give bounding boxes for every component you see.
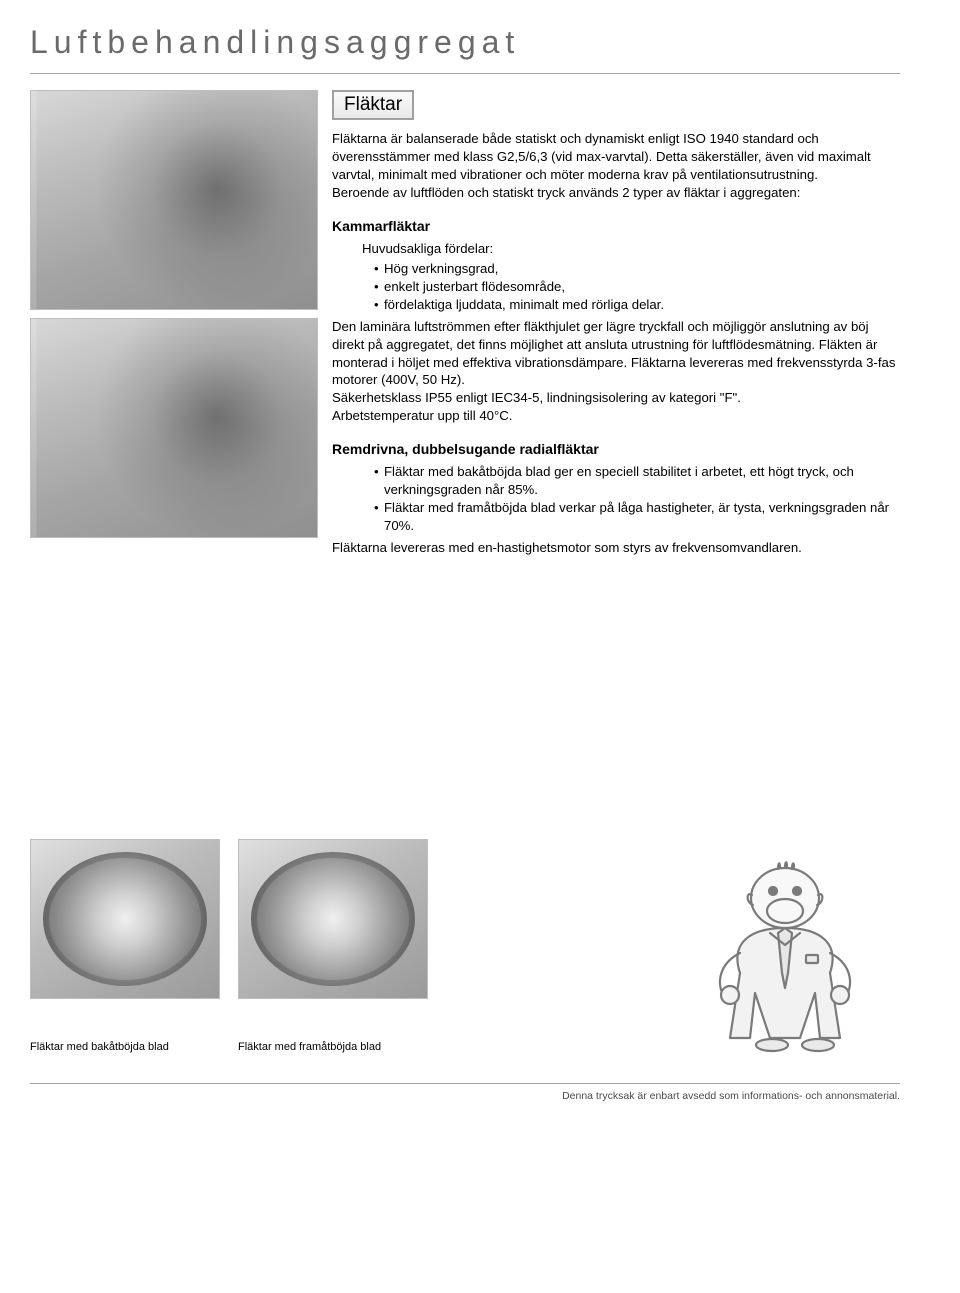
rem-bullet: Fläktar med framåtböjda blad verkar på l… (374, 499, 900, 535)
thumb-block-2: Fläktar med framåtböjda blad (238, 839, 428, 1053)
mascot-illustration (670, 833, 900, 1063)
kammar-bullet: enkelt justerbart flödesområde, (374, 278, 900, 296)
thumb-caption-1: Fläktar med bakåtböjda blad (30, 1041, 220, 1053)
kammar-body: Huvudsakliga fördelar: Hög verkningsgrad… (332, 240, 900, 426)
kammar-lead: Huvudsakliga fördelar: (362, 240, 900, 258)
rem-bullets: Fläktar med bakåtböjda blad ger en speci… (374, 463, 900, 535)
rem-bullet: Fläktar med bakåtböjda blad ger en speci… (374, 463, 900, 499)
page-title: Luftbehandlingsaggregat (30, 24, 900, 74)
fan-thumb-1 (30, 839, 220, 999)
rem-body: Fläktar med bakåtböjda blad ger en speci… (332, 463, 900, 557)
intro-p3: Beroende av luftflöden och statiskt tryc… (332, 185, 800, 200)
fan-thumb-2 (238, 839, 428, 999)
text-column: Fläktar Fläktarna är balanserade både st… (332, 90, 900, 573)
kammar-trailer: Den laminära luftströmmen efter fläkthju… (332, 318, 900, 426)
thumb-caption-2: Fläktar med framåtböjda blad (238, 1041, 428, 1053)
kammar-bullet: Hög verkningsgrad, (374, 260, 900, 278)
kammar-bullets: Hög verkningsgrad, enkelt justerbart flö… (374, 260, 900, 314)
section-heading-box: Fläktar (332, 90, 414, 120)
thumbnail-row: Fläktar med bakåtböjda blad Fläktar med … (30, 833, 900, 1053)
product-photo-2 (30, 318, 318, 538)
kammar-bullet: fördelaktiga ljuddata, minimalt med rörl… (374, 296, 900, 314)
thumb-block-1: Fläktar med bakåtböjda blad (30, 839, 220, 1053)
product-photo-1 (30, 90, 318, 310)
kammar-heading: Kammarfläktar (332, 218, 900, 234)
intro-text: Fläktarna är balanserade både statiskt o… (332, 130, 900, 202)
rem-heading: Remdrivna, dubbelsugande radialfläktar (332, 441, 900, 457)
image-column (30, 90, 318, 573)
footer-disclaimer: Denna trycksak är enbart avsedd som info… (30, 1083, 900, 1102)
rem-trailer: Fläktarna levereras med en-hastighetsmot… (332, 539, 900, 557)
content-row: Fläktar Fläktarna är balanserade både st… (30, 90, 900, 573)
